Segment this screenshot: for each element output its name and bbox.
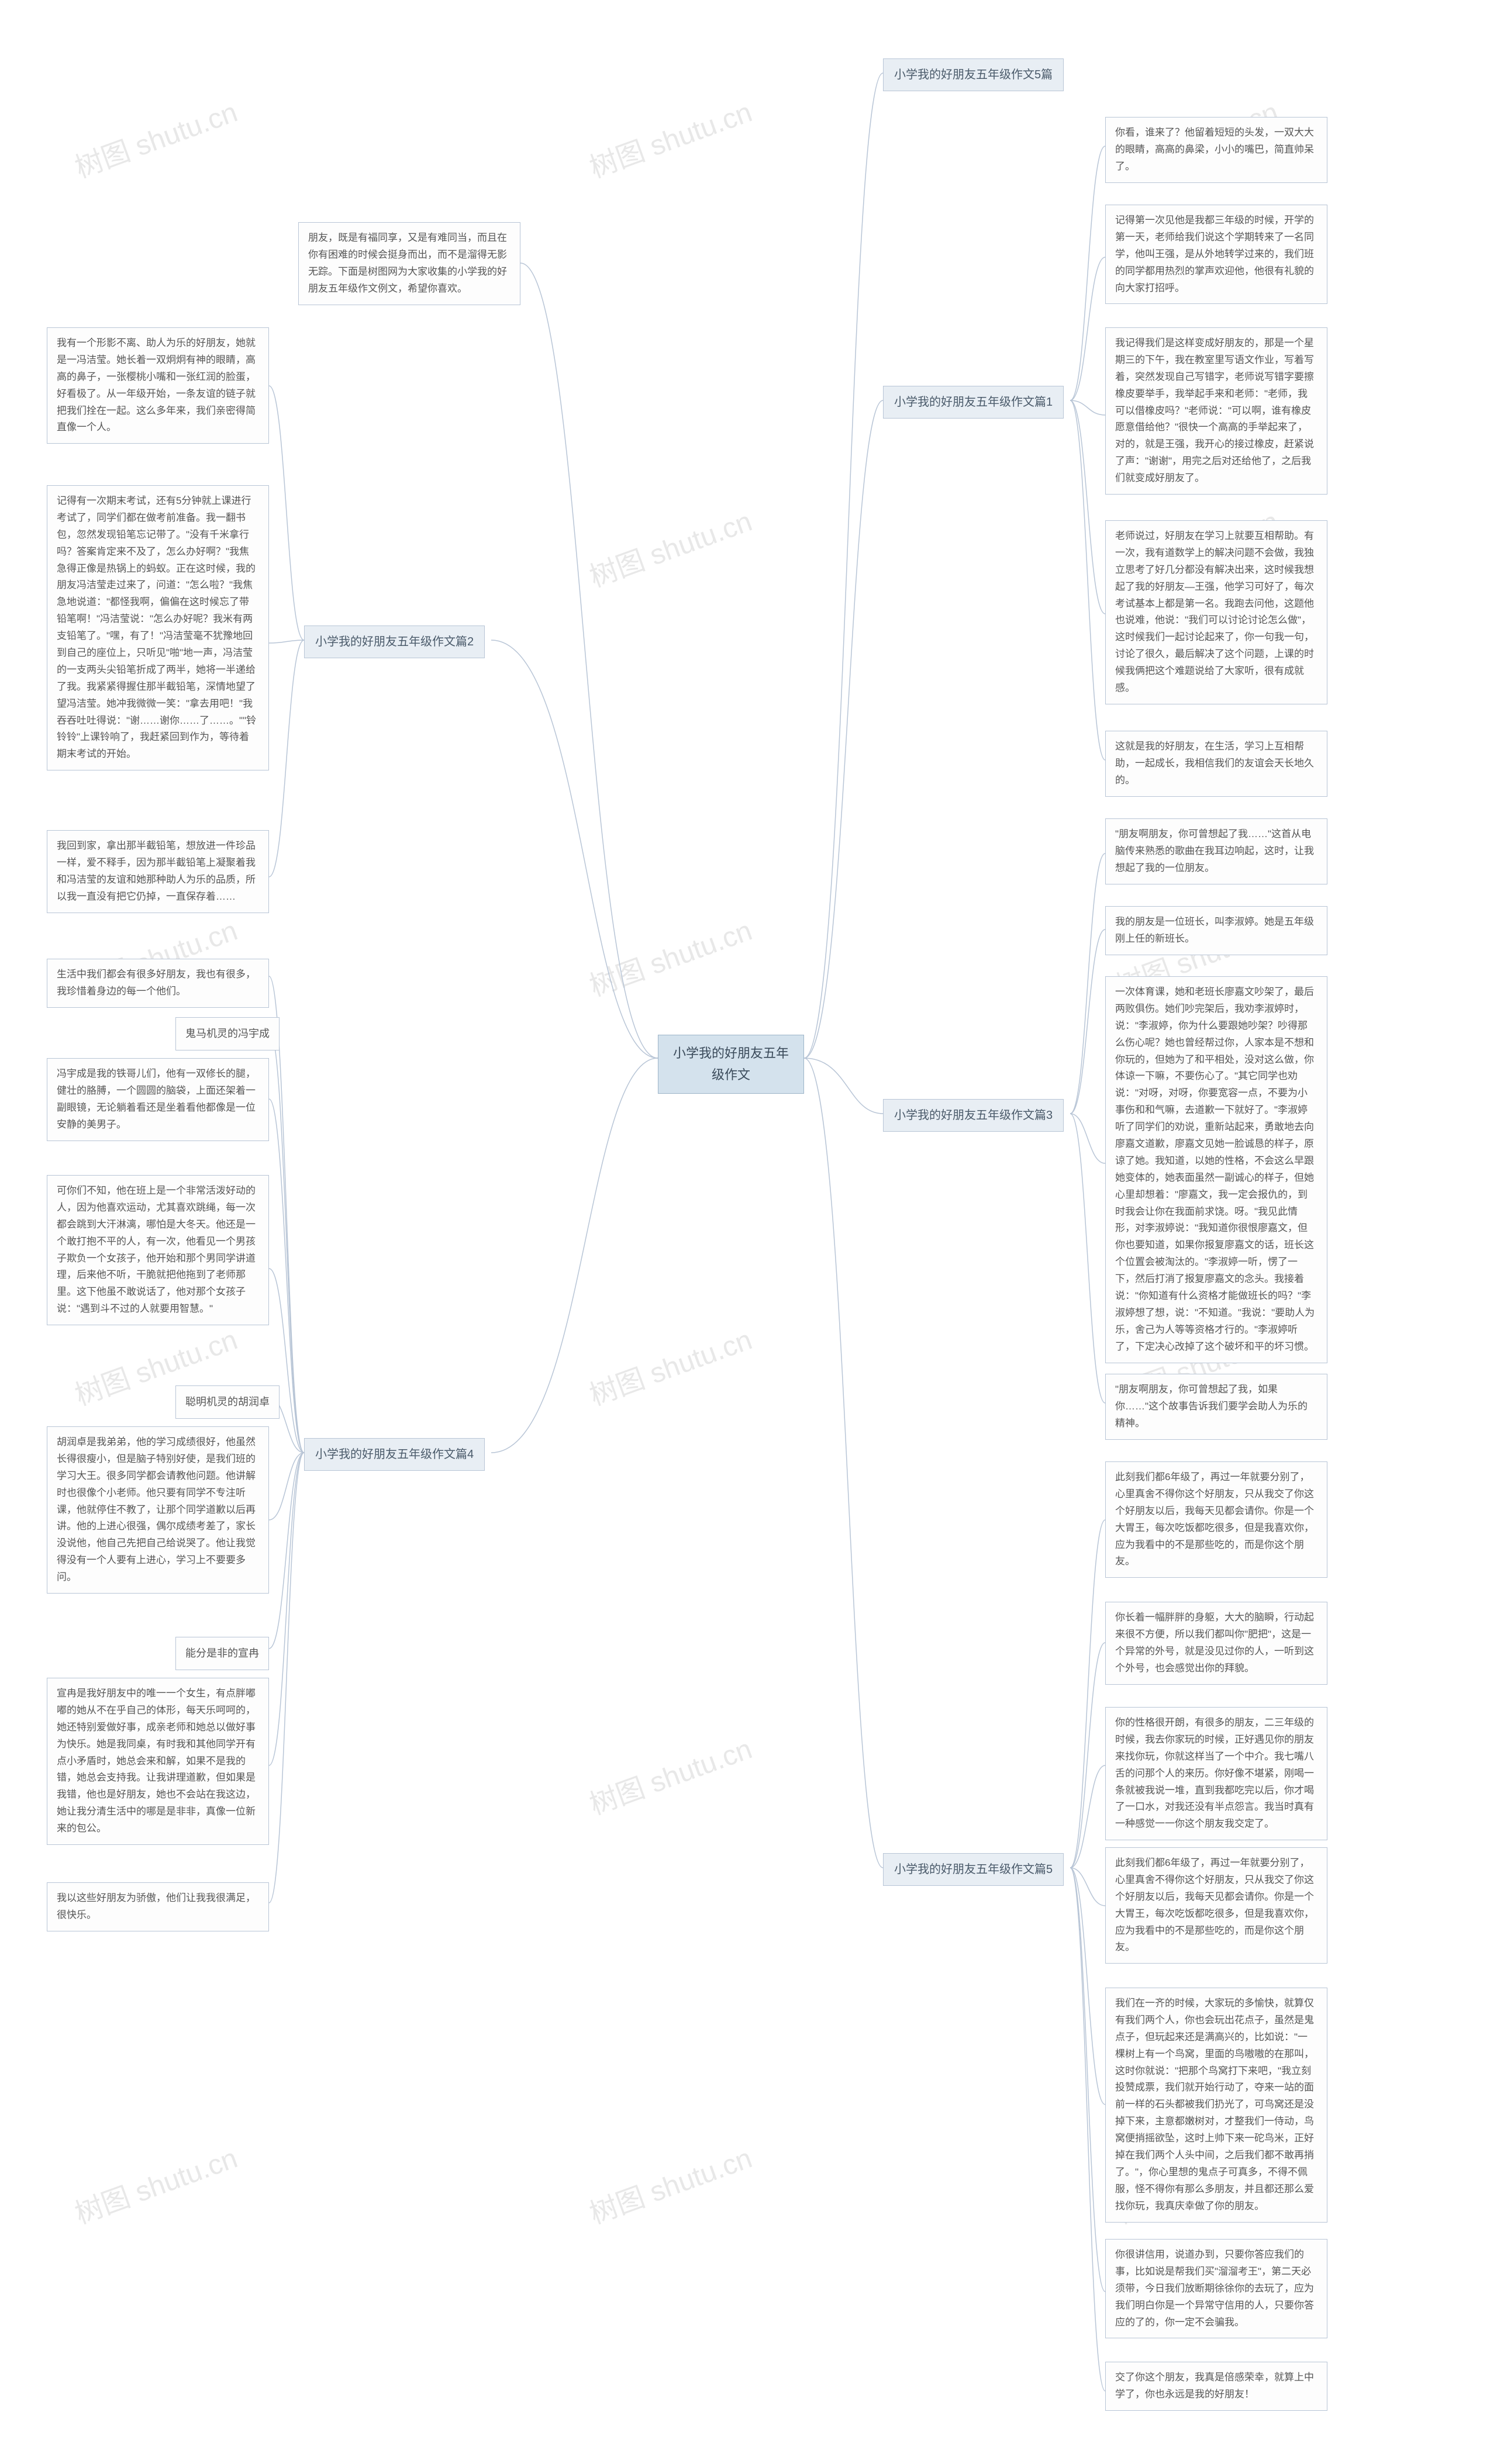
leaf-l2-0: 我有一个形影不离、助人为乐的好朋友，她就是一冯洁莹。她长着一双炯炯有神的眼睛，高…: [47, 327, 269, 444]
leaf-r1-3: 老师说过，好朋友在学习上就要互相帮助。有一次，我有道数学上的解决问题不会做，我独…: [1105, 520, 1327, 704]
leaf-l4-3: 可你们不知，他在班上是一个非常活泼好动的人，因为他喜欢运动，尤其喜欢跳绳，每一次…: [47, 1175, 269, 1325]
watermark: 树图 shutu.cn: [583, 1316, 757, 1413]
branch-right-5: 小学我的好朋友五年级作文篇5: [883, 1853, 1064, 1886]
watermark: 树图 shutu.cn: [583, 1726, 757, 1822]
branch-right-0: 小学我的好朋友五年级作文5篇: [883, 58, 1064, 91]
intro-leaf: 朋友，既是有福同享，又是有难同当，而且在你有困难的时候会挺身而出，而不是溜得无影…: [298, 222, 520, 305]
branch-left-4: 小学我的好朋友五年级作文篇4: [304, 1438, 485, 1471]
leaf-l4-5: 胡润卓是我弟弟，他的学习成绩很好，他虽然长得很瘦小，但是脑子特别好使，是我们班的…: [47, 1426, 269, 1594]
watermark: 树图 shutu.cn: [583, 498, 757, 595]
leaf-l4-8: 我以这些好朋友为骄傲，他们让我我很满足，很快乐。: [47, 1882, 269, 1931]
leaf-l2-2: 我回到家，拿出那半截铅笔，想放进一件珍品一样，爱不释手，因为那半截铅笔上凝聚着我…: [47, 830, 269, 913]
leaf-l4-2: 冯宇成是我的铁哥儿们，他有一双修长的腿，健壮的胳膊，一个圆圆的脑袋，上面还架着一…: [47, 1058, 269, 1141]
leaf-l4-0: 生活中我们都会有很多好朋友，我也有很多，我珍惜着身边的每一个他们。: [47, 959, 269, 1008]
center-node: 小学我的好朋友五年级作文: [658, 1035, 804, 1094]
leaf-r3-2: 一次体育课，她和老班长廖嘉文吵架了，最后两败俱伤。她们吵完架后，我劝李淑婷时，说…: [1105, 976, 1327, 1363]
leaf-r1-2: 我记得我们是这样变成好朋友的，那是一个星期三的下午，我在教室里写语文作业，写着写…: [1105, 327, 1327, 495]
leaf-r5-2: 你的性格很开朗，有很多的朋友，二三年级的时候，我去你家玩的时候，正好遇见你的朋友…: [1105, 1707, 1327, 1840]
leaf-r5-1: 你长着一幅胖胖的身躯，大大的脑瞬，行动起来很不方便，所以我们都叫你"肥把"，这是…: [1105, 1602, 1327, 1685]
leaf-l4-1: 鬼马机灵的冯宇成: [175, 1017, 280, 1050]
watermark: 树图 shutu.cn: [583, 2135, 757, 2231]
branch-right-3: 小学我的好朋友五年级作文篇3: [883, 1099, 1064, 1132]
leaf-r3-1: 我的朋友是一位班长，叫李淑婷。她是五年级刚上任的新班长。: [1105, 906, 1327, 955]
leaf-r1-1: 记得第一次见他是我都三年级的时候，开学的第一天，老师给我们说这个学期转来了一名同…: [1105, 205, 1327, 304]
watermark: 树图 shutu.cn: [583, 89, 757, 185]
branch-right-1: 小学我的好朋友五年级作文篇1: [883, 386, 1064, 419]
leaf-l4-6: 能分是非的宣冉: [175, 1637, 269, 1670]
leaf-l4-4: 聪明机灵的胡润卓: [175, 1385, 280, 1419]
branch-left-2: 小学我的好朋友五年级作文篇2: [304, 625, 485, 658]
watermark: 树图 shutu.cn: [68, 2135, 242, 2231]
leaf-r1-0: 你看，谁来了？他留着短短的头发，一双大大的眼睛，高高的鼻梁，小小的嘴巴，简直帅呆…: [1105, 117, 1327, 183]
watermark: 树图 shutu.cn: [68, 89, 242, 185]
leaf-r5-0: 此刻我们都6年级了，再过一年就要分别了，心里真舍不得你这个好朋友，只从我交了你这…: [1105, 1461, 1327, 1578]
leaf-l4-7: 宣冉是我好朋友中的唯一一个女生，有点胖嘟嘟的她从不在乎自己的体形，每天乐呵呵的，…: [47, 1678, 269, 1845]
leaf-r1-4: 这就是我的好朋友，在生活，学习上互相帮助，一起成长，我相信我们的友谊会天长地久的…: [1105, 731, 1327, 797]
leaf-r5-6: 交了你这个朋友，我真是倍感荣幸，就算上中学了，你也永远是我的好朋友！: [1105, 2362, 1327, 2411]
leaf-r5-3: 此刻我们都6年级了，再过一年就要分别了，心里真舍不得你这个好朋友，只从我交了你这…: [1105, 1847, 1327, 1964]
leaf-r5-5: 你很讲信用，说道办到，只要你答应我们的事，比如说是帮我们买"溜溜考王"，第二天必…: [1105, 2239, 1327, 2338]
leaf-r3-3: "朋友啊朋友，你可曾想起了我，如果你……"这个故事告诉我们要学会助人为乐的精神。: [1105, 1374, 1327, 1440]
watermark: 树图 shutu.cn: [583, 907, 757, 1004]
leaf-r5-4: 我们在一齐的时候，大家玩的多愉快，就算仅有我们两个人，你也会玩出花点子，虽然是鬼…: [1105, 1988, 1327, 2223]
leaf-r3-0: "朋友啊朋友，你可曾想起了我……"这首从电脑传来熟悉的歌曲在我耳边响起，这时，让…: [1105, 818, 1327, 884]
leaf-l2-1: 记得有一次期末考试，还有5分钟就上课进行考试了，同学们都在做考前准备。我一翻书包…: [47, 485, 269, 770]
